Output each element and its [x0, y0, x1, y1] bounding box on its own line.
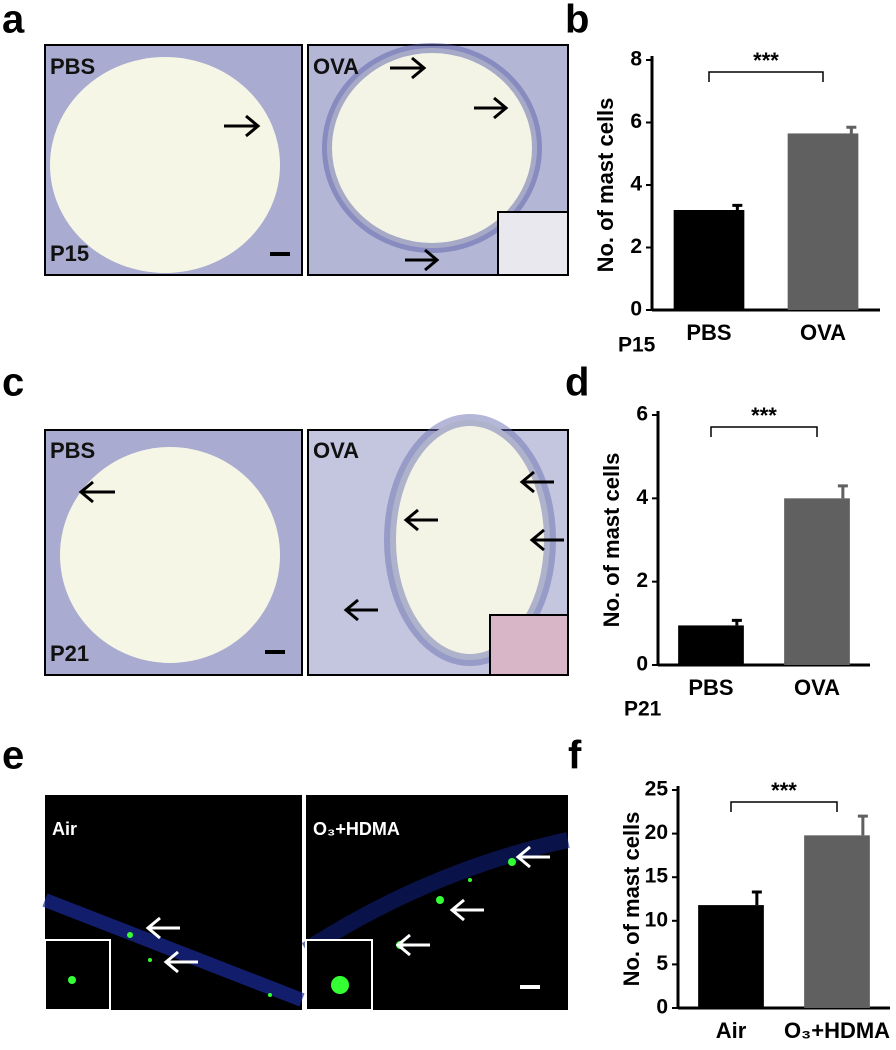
panel-letter: a	[2, 0, 25, 42]
y-tick-label: 4	[630, 173, 642, 196]
y-tick-label: 2	[636, 569, 648, 592]
x-tick-label: PBS	[686, 320, 731, 345]
y-tick-label: 10	[645, 908, 668, 931]
x-tick-label: PBS	[688, 675, 733, 700]
bar	[698, 905, 764, 1008]
panel-letter: c	[2, 361, 24, 405]
image-label: OVA	[313, 54, 359, 79]
x-tick-label: O₃+HDMA	[784, 1018, 890, 1043]
y-tick-label: 0	[630, 298, 642, 321]
image-label: Air	[52, 819, 77, 839]
bar	[784, 498, 850, 665]
y-tick-label: 8	[630, 48, 642, 71]
age-label: P15	[618, 334, 656, 357]
panel-letter: f	[568, 734, 582, 778]
y-tick-label: 5	[656, 952, 668, 975]
y-axis-label: No. of mast cells	[599, 453, 624, 628]
bar	[673, 210, 745, 310]
y-axis-label: No. of mast cells	[619, 812, 644, 987]
y-tick-label: 6	[636, 403, 648, 426]
error-bar	[751, 890, 762, 906]
micrograph	[44, 44, 303, 276]
micrograph	[307, 43, 569, 276]
image-label: PBS	[50, 438, 95, 463]
y-axis-label: No. of mast cells	[593, 98, 618, 273]
significance-label: ***	[753, 48, 779, 73]
image-label: P21	[50, 641, 89, 666]
significance-label: ***	[751, 403, 777, 428]
panel-letter: b	[565, 0, 589, 42]
significance-bracket	[730, 801, 838, 812]
significance-label: ***	[771, 778, 797, 803]
image-label: O₃+HDMA	[313, 819, 400, 839]
x-tick-label: OVA	[794, 675, 840, 700]
error-bar	[731, 618, 742, 626]
significance-bracket	[710, 426, 818, 437]
error-bar	[732, 203, 743, 210]
panel-letter: e	[2, 734, 24, 778]
x-tick-label: Air	[716, 1018, 747, 1043]
bar	[804, 835, 870, 1008]
micrograph	[44, 429, 303, 676]
y-tick-label: 0	[656, 996, 668, 1019]
image-label: OVA	[313, 438, 359, 463]
y-tick-label: 2	[630, 235, 642, 258]
age-label: P21	[624, 698, 662, 721]
y-tick-label: 20	[645, 821, 668, 844]
significance-bracket	[708, 71, 824, 82]
bar	[678, 625, 744, 665]
error-bar	[857, 814, 868, 836]
x-tick-label: OVA	[800, 320, 846, 345]
y-tick-label: 15	[645, 865, 669, 888]
image-label: PBS	[50, 54, 95, 79]
panel-letter: d	[565, 361, 589, 405]
error-bar	[837, 484, 848, 499]
micrograph	[301, 795, 570, 1011]
bar	[787, 133, 859, 310]
micrograph	[42, 795, 305, 1011]
y-tick-label: 6	[630, 110, 642, 133]
micrograph	[307, 414, 569, 676]
image-label: P15	[50, 241, 89, 266]
y-tick-label: 0	[636, 653, 648, 676]
error-bar	[846, 125, 857, 134]
y-tick-label: 25	[645, 778, 669, 801]
y-tick-label: 4	[636, 486, 648, 509]
